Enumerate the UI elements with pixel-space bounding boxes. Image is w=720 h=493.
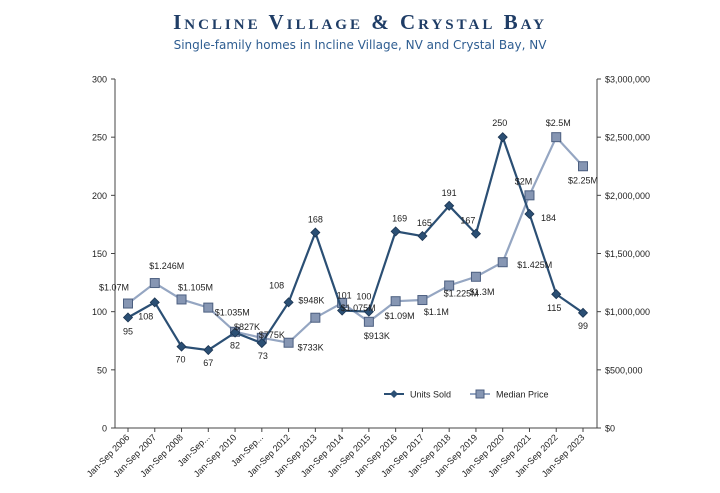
left-axis-tick-label: 200 [92, 191, 107, 201]
units-sold-point [470, 228, 482, 239]
median-price-point [417, 295, 428, 306]
median-price-data-label: $2.25M [568, 175, 598, 185]
left-axis-tick-label: 300 [92, 75, 107, 85]
median-price-data-label: $775K [259, 330, 285, 340]
median-price-point [310, 312, 321, 323]
units-sold-data-label: 95 [123, 326, 133, 336]
chart-axes: 0 50 100 150 200 250 300 $0 $500,000 $1,000,000 $1… [85, 75, 650, 480]
data-labels: 95 108 70 67 82 73 108 168 101 100 169 165 191 167 250… [99, 118, 598, 368]
median-price-data-label: $1.035M [215, 308, 250, 318]
units-sold-point [444, 200, 455, 211]
right-axis-tick-label: $1,500,000 [605, 249, 650, 259]
median-price-point [283, 337, 294, 348]
units-sold-point [176, 341, 187, 352]
units-sold-line [127, 133, 584, 352]
right-axis-tick-label: $2,500,000 [605, 133, 650, 143]
units-sold-data-label: 100 [356, 292, 371, 302]
right-axis-tick-label: $1,000,000 [605, 307, 650, 317]
median-price-data-label: $2.5M [546, 118, 571, 128]
units-sold-data-label: 167 [460, 216, 475, 226]
units-sold-point [551, 289, 562, 300]
left-axis-tick-label: 0 [102, 424, 107, 434]
median-price-point [470, 271, 481, 282]
median-price-data-label: $827K [234, 322, 260, 332]
median-price-data-label: $1.075M [341, 303, 376, 313]
median-price-point [363, 316, 374, 327]
legend-price-marker [475, 389, 485, 399]
units-sold-data-label: 191 [442, 188, 457, 198]
units-sold-data-label: 82 [230, 341, 240, 351]
left-axis-tick-label: 100 [92, 307, 107, 317]
median-price-data-label: $1.07M [99, 283, 129, 293]
units-sold-point [524, 208, 535, 220]
median-price-point [176, 294, 187, 305]
median-price-data-label: $733K [298, 343, 324, 353]
median-price-point [497, 257, 508, 268]
median-price-series [123, 132, 588, 348]
units-sold-point [497, 132, 508, 143]
median-price-data-label: $1.105M [178, 282, 213, 292]
left-axis-tick-label: 250 [92, 133, 107, 143]
units-sold-point [283, 297, 294, 308]
right-axis-tick-label: $3,000,000 [605, 75, 650, 85]
units-sold-data-label: 165 [417, 218, 432, 228]
legend-price-label: Median Price [496, 390, 549, 400]
median-price-data-label: $1.225M [444, 288, 479, 298]
median-price-point [390, 296, 401, 307]
median-price-point [524, 190, 535, 201]
median-price-data-label: $1.425M [517, 260, 552, 270]
units-sold-data-label: 184 [541, 213, 556, 223]
legend-units-marker [390, 390, 398, 398]
units-sold-point [229, 327, 241, 338]
units-sold-data-label: 168 [308, 215, 323, 225]
median-price-point [578, 161, 588, 172]
units-sold-point [122, 312, 134, 323]
median-price-data-label: $1.246M [149, 261, 184, 271]
units-sold-point [149, 297, 160, 308]
median-price-point [123, 298, 133, 309]
chart-subtitle: Single-family homes in Incline Village, … [173, 38, 547, 52]
units-sold-data-label: 250 [492, 118, 507, 128]
units-sold-point [363, 306, 374, 317]
median-price-point [203, 302, 214, 313]
units-sold-point [417, 230, 428, 242]
units-sold-data-label: 67 [203, 358, 213, 368]
units-sold-data-label: 73 [258, 351, 268, 361]
left-axis-tick-label: 150 [92, 249, 107, 259]
units-sold-point [337, 305, 348, 316]
units-sold-point [577, 307, 589, 318]
units-sold-data-label: 101 [337, 291, 352, 301]
units-sold-data-label: 70 [176, 355, 186, 365]
units-sold-data-label: 169 [392, 213, 407, 223]
right-axis-tick-label: $500,000 [605, 365, 643, 375]
units-sold-point [256, 338, 267, 349]
chart-title: Incline Village & Crystal Bay [173, 10, 547, 34]
median-price-data-label: $913K [364, 331, 390, 341]
right-axis-tick-label: $0 [605, 424, 615, 434]
median-price-data-label: $2M [515, 176, 533, 186]
legend-units-label: Units Sold [410, 390, 451, 400]
median-price-data-label: $948K [298, 296, 324, 306]
units-sold-data-label: 108 [269, 280, 284, 290]
units-sold-data-label: 99 [578, 321, 588, 331]
chart-legend: Units Sold Median Price [384, 389, 549, 400]
right-axis-tick-label: $2,000,000 [605, 191, 650, 201]
median-price-data-label: $1.09M [385, 311, 415, 321]
units-sold-series [122, 132, 589, 356]
units-sold-point [390, 226, 401, 237]
units-sold-data-label: 115 [547, 303, 561, 313]
units-sold-data-label: 108 [138, 311, 153, 321]
median-price-data-label: $1.1M [424, 307, 449, 317]
units-sold-point [203, 344, 214, 356]
median-price-point [444, 280, 455, 291]
units-sold-point [310, 227, 321, 238]
median-price-point [551, 132, 562, 143]
left-axis-tick-label: 50 [97, 365, 107, 375]
median-price-data-label: $1.3M [469, 287, 494, 297]
median-price-point [149, 278, 160, 289]
